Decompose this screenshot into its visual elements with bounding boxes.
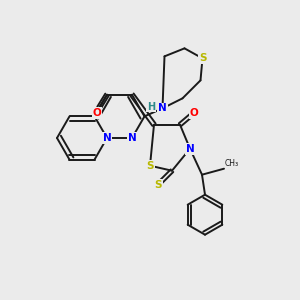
- Text: N: N: [103, 133, 111, 143]
- Text: N: N: [186, 144, 194, 154]
- Text: O: O: [93, 108, 101, 118]
- Text: S: S: [146, 161, 154, 171]
- Text: S: S: [199, 53, 206, 63]
- Text: CH₃: CH₃: [225, 159, 239, 168]
- Text: S: S: [154, 180, 162, 190]
- Text: O: O: [190, 108, 198, 118]
- Text: H: H: [147, 102, 155, 112]
- Text: N: N: [128, 133, 136, 143]
- Text: N: N: [158, 103, 167, 113]
